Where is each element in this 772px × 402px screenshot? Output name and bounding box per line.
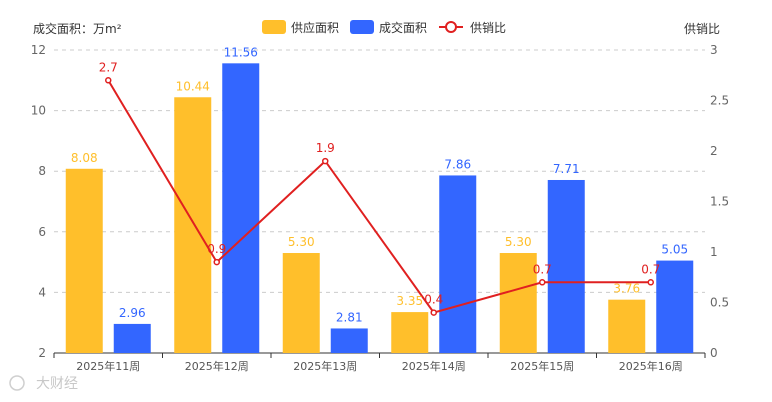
left-tick-label: 4: [38, 285, 46, 299]
bar-deal: [547, 179, 585, 353]
bars: [65, 63, 694, 353]
legend: 供应面积 成交面积 供销比: [262, 20, 506, 35]
left-tick-label: 6: [38, 225, 46, 239]
legend-marker: [445, 21, 457, 33]
bar-deal: [439, 175, 477, 353]
right-tick-label: 0.5: [710, 296, 729, 310]
left-tick-label: 12: [31, 43, 46, 57]
bar-value-label: 11.56: [224, 45, 258, 59]
legend-swatch: [350, 20, 374, 34]
left-tick-label: 2: [38, 346, 46, 360]
ratio-point: [105, 77, 112, 84]
legend-label: 供应面积: [291, 20, 339, 35]
ratio-value-label: 0.9: [207, 242, 226, 256]
right-tick-label: 3: [710, 43, 718, 57]
right-tick-label: 1: [710, 245, 718, 259]
x-tick-label: 2025年12周: [185, 359, 249, 373]
ratio-value-label: 0.7: [641, 262, 660, 276]
bar-value-label: 5.05: [661, 243, 688, 257]
ratio-point: [322, 157, 329, 165]
axes: 2 4 6 8 10 12 0 0.5 1 1.5 2 2.5 3 2025年11周 2025年12周 202…: [31, 43, 729, 373]
legend-item: 成交面积: [350, 20, 427, 35]
x-tick-label: 2025年14周: [402, 359, 466, 373]
ratio-point: [647, 279, 654, 286]
right-tick-label: 2.5: [710, 94, 729, 108]
bar-supply: [499, 253, 537, 353]
grid-lines: [54, 49, 705, 293]
bar-value-label: 5.30: [505, 235, 532, 249]
right-tick-label: 2: [710, 144, 718, 158]
ratio-value-label: 0.4: [424, 293, 443, 307]
bar-value-label: 8.08: [71, 151, 98, 165]
ratio-value-label: 2.7: [99, 60, 118, 74]
x-tick-label: 2025年16周: [619, 359, 683, 373]
legend-label: 供销比: [470, 21, 506, 35]
ratio-point: [430, 309, 437, 316]
x-tick-label: 2025年15周: [510, 359, 574, 373]
legend-label: 成交面积: [379, 20, 427, 35]
left-tick-label: 8: [38, 164, 46, 178]
ratio-point: [539, 279, 546, 286]
watermark: 大财经: [9, 375, 78, 392]
bar-deal: [222, 63, 260, 353]
right-tick-label: 1.5: [710, 195, 729, 209]
bar-deal: [330, 328, 368, 353]
bar-value-label: 10.44: [176, 79, 210, 93]
bar-supply: [391, 312, 429, 353]
bar-value-label: 2.81: [336, 310, 363, 324]
ratio-value-label: 0.7: [533, 262, 552, 276]
ratio-line: [105, 77, 654, 316]
bar-value-label: 7.86: [444, 157, 471, 171]
bar-value-label: 3.76: [613, 282, 640, 296]
right-axis-title: 供销比: [684, 22, 720, 36]
bar-value-label: 3.35: [396, 294, 423, 308]
legend-item: 供销比: [439, 21, 506, 35]
left-axis-title: 成交面积：万m²: [33, 21, 122, 36]
left-tick-label: 10: [31, 104, 46, 118]
ratio-value-label: 1.9: [316, 141, 335, 155]
bar-deal: [113, 323, 151, 353]
x-tick-label: 2025年11周: [76, 359, 140, 373]
bar-supply: [174, 97, 212, 353]
bar-supply: [282, 253, 320, 353]
ratio-polyline: [107, 79, 651, 314]
data-labels: 8.08 10.44 5.30 3.35 5.30 3.76 2.96 11.56 2.81 7.…: [71, 45, 688, 324]
right-tick-label: 0: [710, 346, 718, 360]
legend-swatch: [262, 20, 286, 34]
watermark-text: 大财经: [36, 376, 78, 392]
bar-deal: [656, 260, 694, 353]
ratio-point: [213, 258, 220, 266]
legend-item: 供应面积: [262, 20, 339, 35]
x-tick-label: 2025年13周: [293, 359, 357, 373]
bar-supply: [608, 299, 646, 353]
bar-value-label: 5.30: [288, 235, 315, 249]
bar-supply: [65, 168, 103, 353]
bar-value-label: 2.96: [119, 306, 146, 320]
camera-icon: [9, 375, 25, 391]
bar-value-label: 7.71: [553, 162, 580, 176]
